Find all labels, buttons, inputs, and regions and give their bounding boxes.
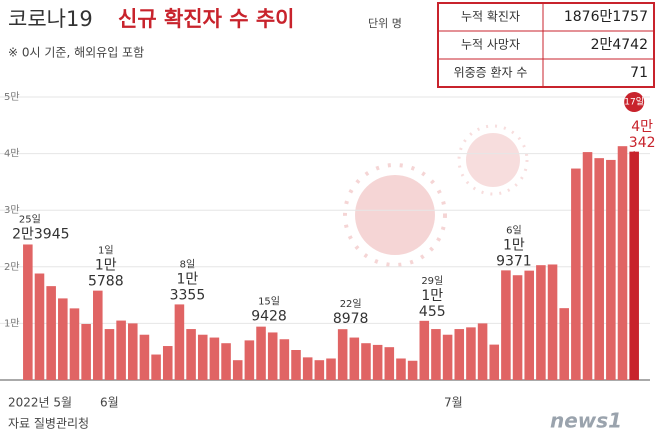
bar (139, 334, 150, 380)
bar (58, 298, 68, 380)
summary-box: 누적 확진자 1876만1757 누적 사망자 2만4742 위중증 환자 수 71 (437, 2, 655, 88)
bar (384, 347, 395, 380)
bar (302, 357, 313, 380)
month-label: 2022년 5월 (8, 396, 72, 410)
value-label: 2만3945 (12, 226, 69, 242)
bar (466, 327, 476, 380)
bar (594, 158, 604, 380)
unit: 단위 명 (368, 17, 402, 30)
summary-label: 누적 확진자 (461, 10, 520, 24)
bar (559, 308, 569, 380)
summary-label: 누적 사망자 (461, 38, 520, 52)
bar (629, 151, 639, 380)
bar (244, 340, 255, 380)
value-label: 1만 3355 (170, 271, 206, 303)
x-tick-label: 1일 (98, 245, 114, 257)
bar (442, 334, 453, 380)
bar (127, 323, 138, 380)
x-tick-label: 6일 (506, 224, 522, 236)
bar (571, 168, 581, 380)
bar (314, 360, 325, 380)
bar (431, 329, 441, 380)
bar (267, 332, 278, 380)
bar (174, 304, 185, 380)
bar (23, 244, 33, 380)
value-label: 1만 9371 (496, 237, 532, 269)
y-tick-label: 2만 (4, 261, 20, 273)
summary-value: 1876만1757 (564, 9, 648, 25)
bar (93, 290, 103, 380)
bar (454, 329, 465, 380)
value-label: 9428 (251, 309, 287, 325)
source: 자료 질병관리청 (8, 417, 89, 431)
value-label: 1만 455 (419, 288, 446, 320)
month-label: 6월 (100, 396, 119, 410)
y-tick-label: 5만 (4, 91, 20, 103)
bar (256, 326, 266, 380)
bar (279, 339, 290, 380)
bar (326, 358, 336, 380)
chart-title: 신규 확진자 수 추이 (118, 7, 295, 31)
x-tick-label: 8일 (180, 258, 196, 270)
bar (524, 270, 535, 380)
summary-label: 위중증 환자 수 (454, 66, 528, 80)
bar (81, 323, 91, 380)
month-label: 7월 (444, 396, 463, 410)
bar (104, 329, 115, 380)
bar (361, 343, 371, 380)
y-tick-label: 4만 (4, 148, 20, 160)
bar (536, 265, 546, 380)
x-tick-label: 22일 (340, 298, 362, 310)
bar (419, 320, 430, 380)
value-label: 1만 5788 (88, 258, 124, 290)
bar (501, 270, 511, 380)
bar (69, 308, 80, 380)
bar (512, 275, 523, 380)
x-tick-label: 29일 (421, 275, 443, 287)
bar (489, 344, 500, 380)
bar (197, 334, 208, 380)
bar (34, 273, 45, 380)
x-tick-label: 15일 (258, 296, 280, 308)
x-tick-label: 25일 (19, 213, 41, 225)
value-label: 4만 342 (629, 119, 656, 151)
bar (477, 323, 488, 380)
bar (46, 286, 56, 380)
bar (232, 360, 243, 380)
summary-frame (437, 2, 655, 88)
bar (221, 343, 231, 380)
x-tick-label: 17일 (624, 97, 644, 108)
virus-decoration (343, 124, 529, 267)
y-tick-label: 3만 (4, 204, 20, 216)
bar (617, 146, 628, 380)
bar (606, 159, 616, 380)
title-prefix: 코로나19 (8, 7, 93, 31)
bar (547, 264, 558, 380)
bar (291, 350, 301, 380)
bar (151, 354, 161, 380)
value-label: 8978 (333, 311, 369, 327)
bar (209, 337, 220, 380)
bar (407, 360, 418, 380)
logo: news1 (550, 409, 622, 433)
bar (349, 337, 360, 380)
day-badge (624, 92, 645, 112)
bar (582, 152, 593, 380)
bar (162, 346, 173, 380)
y-tick-label: 1만 (4, 317, 20, 329)
bar (372, 344, 383, 380)
subtitle: ※ 0시 기준, 해외유입 포함 (8, 46, 144, 60)
bar (186, 329, 196, 380)
bar (116, 320, 126, 380)
summary-value: 2만4742 (591, 37, 648, 53)
bar (396, 358, 406, 380)
bar (337, 329, 348, 380)
summary-value: 71 (630, 65, 648, 81)
